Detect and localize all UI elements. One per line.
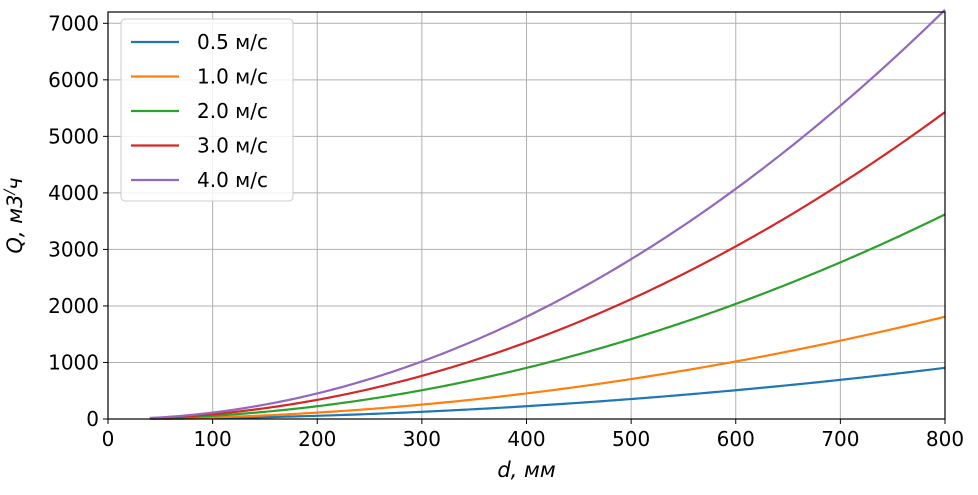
y-tick-label: 2000 <box>48 294 99 318</box>
y-tick-label: 7000 <box>48 11 99 35</box>
y-tick-label: 5000 <box>48 124 99 148</box>
x-tick-label: 700 <box>821 427 859 451</box>
series-line-3 <box>149 111 946 420</box>
x-tick-label: 600 <box>717 427 755 451</box>
legend-label: 1.0 м/с <box>197 65 268 89</box>
x-axis-label: d, мм <box>497 458 556 482</box>
x-tick-label: 800 <box>926 427 964 451</box>
y-axis-label-unit-rest: ч <box>3 177 27 189</box>
y-tick-label: 3000 <box>48 237 99 261</box>
legend-item: 1.0 м/с <box>131 65 268 89</box>
x-tick-label: 300 <box>403 427 441 451</box>
x-tick-label: 500 <box>612 427 650 451</box>
x-axis-ticks: 0 100 200 300 400 500 600 700 800 <box>102 419 964 451</box>
legend: 0.5 м/с 1.0 м/с 2.0 м/с 3.0 м/с 4.0 м/с <box>120 18 294 202</box>
series-line-1 <box>149 315 946 420</box>
series-line-0-5 <box>149 366 946 420</box>
legend-box <box>120 18 294 202</box>
legend-item: 0.5 м/с <box>131 30 268 54</box>
y-axis-label: Q, м3/ч <box>2 177 27 253</box>
legend-item: 3.0 м/с <box>131 134 268 158</box>
x-tick-label: 100 <box>194 427 232 451</box>
y-axis-label-superscript: /ч <box>2 177 27 196</box>
x-tick-label: 0 <box>102 427 115 451</box>
y-axis-label-exponent: / <box>2 189 18 197</box>
legend-label: 3.0 м/с <box>197 134 268 158</box>
series-lines <box>149 9 946 420</box>
y-axis-label-main: Q, м3 <box>3 195 27 254</box>
series-line-2 <box>149 213 946 420</box>
y-tick-label: 0 <box>86 407 99 431</box>
legend-label: 2.0 м/с <box>197 99 268 123</box>
legend-item: 4.0 м/с <box>131 168 268 192</box>
x-tick-label: 400 <box>507 427 545 451</box>
y-axis-ticks: 0 1000 2000 3000 4000 5000 6000 7000 <box>48 11 108 431</box>
legend-label: 4.0 м/с <box>197 168 268 192</box>
legend-label: 0.5 м/с <box>197 30 268 54</box>
y-tick-label: 6000 <box>48 68 99 92</box>
series-line-4 <box>149 9 946 420</box>
y-tick-label: 1000 <box>48 350 99 374</box>
y-tick-label: 4000 <box>48 181 99 205</box>
x-tick-label: 200 <box>298 427 336 451</box>
legend-item: 2.0 м/с <box>131 99 268 123</box>
legend-items: 0.5 м/с 1.0 м/с 2.0 м/с 3.0 м/с 4.0 м/с <box>131 30 268 192</box>
